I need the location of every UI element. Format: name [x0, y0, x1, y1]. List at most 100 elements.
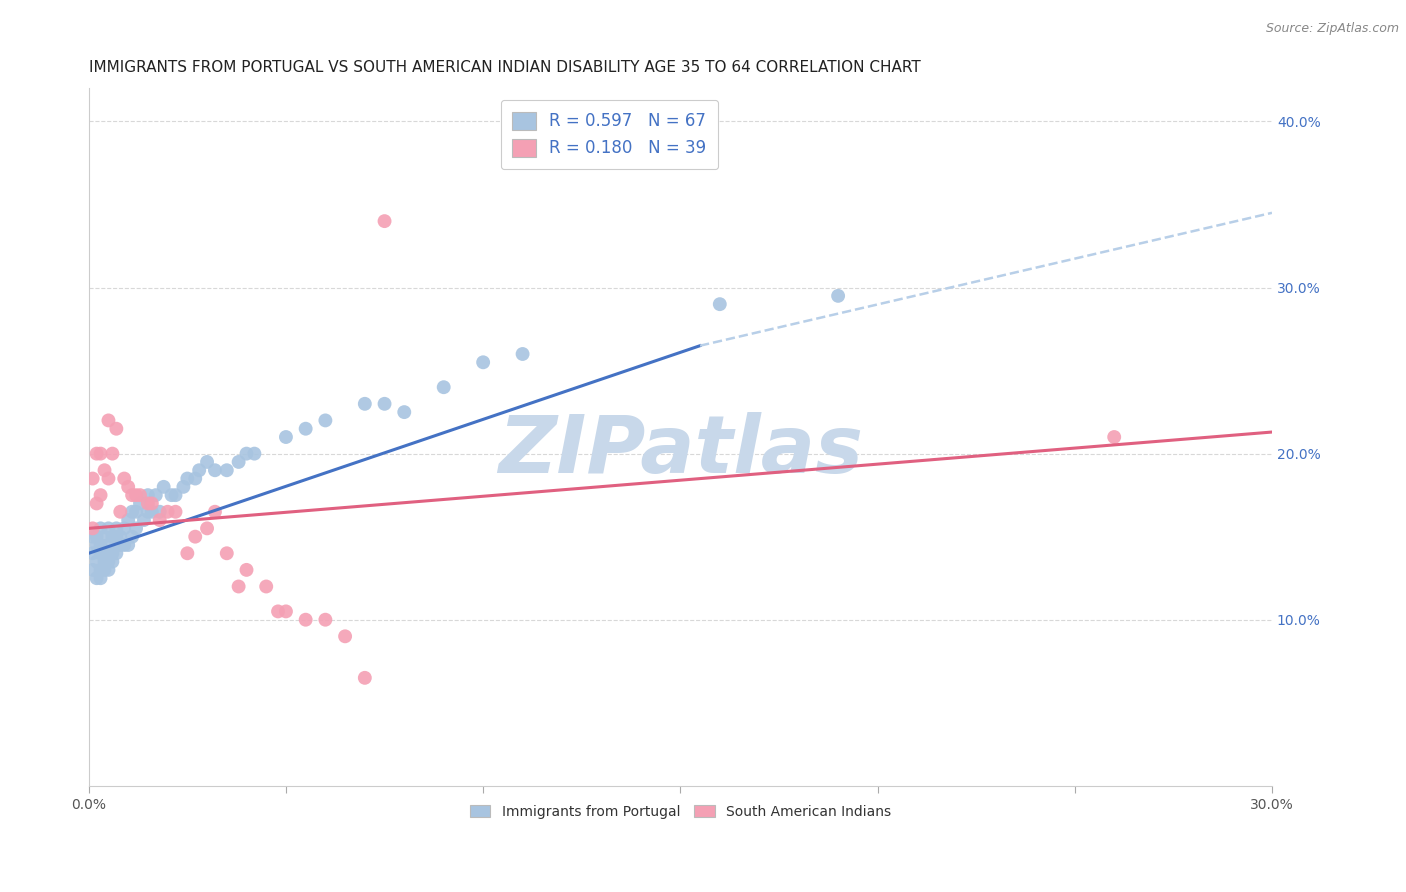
Point: [204, 463, 226, 477]
Point: [82, 521, 104, 535]
Point: [121, 505, 143, 519]
Point: [117, 480, 139, 494]
Point: [121, 488, 143, 502]
Text: Source: ZipAtlas.com: Source: ZipAtlas.com: [1265, 22, 1399, 36]
Point: [110, 505, 132, 519]
Point: [82, 546, 104, 560]
Point: [314, 413, 336, 427]
Point: [132, 513, 155, 527]
Point: [97, 538, 120, 552]
Point: [105, 521, 128, 535]
Point: [101, 530, 124, 544]
Point: [195, 521, 218, 535]
Point: [112, 471, 135, 485]
Text: ZIPatlas: ZIPatlas: [498, 412, 863, 490]
Point: [136, 488, 159, 502]
Point: [152, 480, 174, 494]
Point: [394, 405, 416, 419]
Point: [709, 297, 731, 311]
Point: [228, 580, 250, 594]
Text: IMMIGRANTS FROM PORTUGAL VS SOUTH AMERICAN INDIAN DISABILITY AGE 35 TO 64 CORREL: IMMIGRANTS FROM PORTUGAL VS SOUTH AMERIC…: [89, 60, 921, 75]
Point: [125, 488, 148, 502]
Point: [176, 546, 198, 560]
Point: [374, 397, 396, 411]
Point: [117, 538, 139, 552]
Point: [97, 563, 120, 577]
Point: [129, 496, 152, 510]
Point: [97, 413, 120, 427]
Point: [112, 538, 135, 552]
Point: [204, 505, 226, 519]
Point: [512, 347, 534, 361]
Point: [90, 571, 112, 585]
Point: [141, 505, 163, 519]
Point: [294, 422, 316, 436]
Point: [86, 447, 108, 461]
Point: [129, 488, 152, 502]
Point: [267, 604, 290, 618]
Point: [110, 538, 132, 552]
Point: [110, 530, 132, 544]
Point: [472, 355, 495, 369]
Point: [93, 463, 115, 477]
Point: [90, 546, 112, 560]
Point: [101, 555, 124, 569]
Point: [97, 471, 120, 485]
Point: [228, 455, 250, 469]
Point: [215, 546, 238, 560]
Point: [117, 513, 139, 527]
Point: [112, 521, 135, 535]
Point: [374, 214, 396, 228]
Point: [105, 546, 128, 560]
Point: [97, 555, 120, 569]
Point: [86, 496, 108, 510]
Point: [149, 513, 172, 527]
Point: [82, 471, 104, 485]
Point: [105, 530, 128, 544]
Point: [195, 455, 218, 469]
Point: [184, 530, 207, 544]
Point: [86, 555, 108, 569]
Point: [93, 563, 115, 577]
Point: [172, 480, 194, 494]
Point: [105, 422, 128, 436]
Point: [165, 488, 187, 502]
Point: [86, 530, 108, 544]
Point: [353, 671, 375, 685]
Point: [93, 555, 115, 569]
Point: [184, 471, 207, 485]
Point: [165, 505, 187, 519]
Point: [433, 380, 456, 394]
Point: [827, 289, 849, 303]
Point: [188, 463, 211, 477]
Point: [101, 546, 124, 560]
Point: [136, 505, 159, 519]
Point: [333, 629, 356, 643]
Point: [90, 538, 112, 552]
Point: [176, 471, 198, 485]
Point: [215, 463, 238, 477]
Point: [121, 530, 143, 544]
Point: [274, 430, 297, 444]
Point: [82, 563, 104, 577]
Point: [82, 530, 104, 544]
Point: [93, 530, 115, 544]
Point: [141, 496, 163, 510]
Point: [156, 505, 179, 519]
Point: [145, 488, 167, 502]
Point: [243, 447, 266, 461]
Point: [254, 580, 277, 594]
Point: [125, 505, 148, 519]
Point: [235, 447, 257, 461]
Point: [90, 521, 112, 535]
Point: [1102, 430, 1125, 444]
Point: [86, 538, 108, 552]
Point: [90, 488, 112, 502]
Point: [274, 604, 297, 618]
Legend: Immigrants from Portugal, South American Indians: Immigrants from Portugal, South American…: [464, 799, 897, 824]
Point: [314, 613, 336, 627]
Point: [90, 563, 112, 577]
Point: [294, 613, 316, 627]
Point: [101, 447, 124, 461]
Point: [86, 571, 108, 585]
